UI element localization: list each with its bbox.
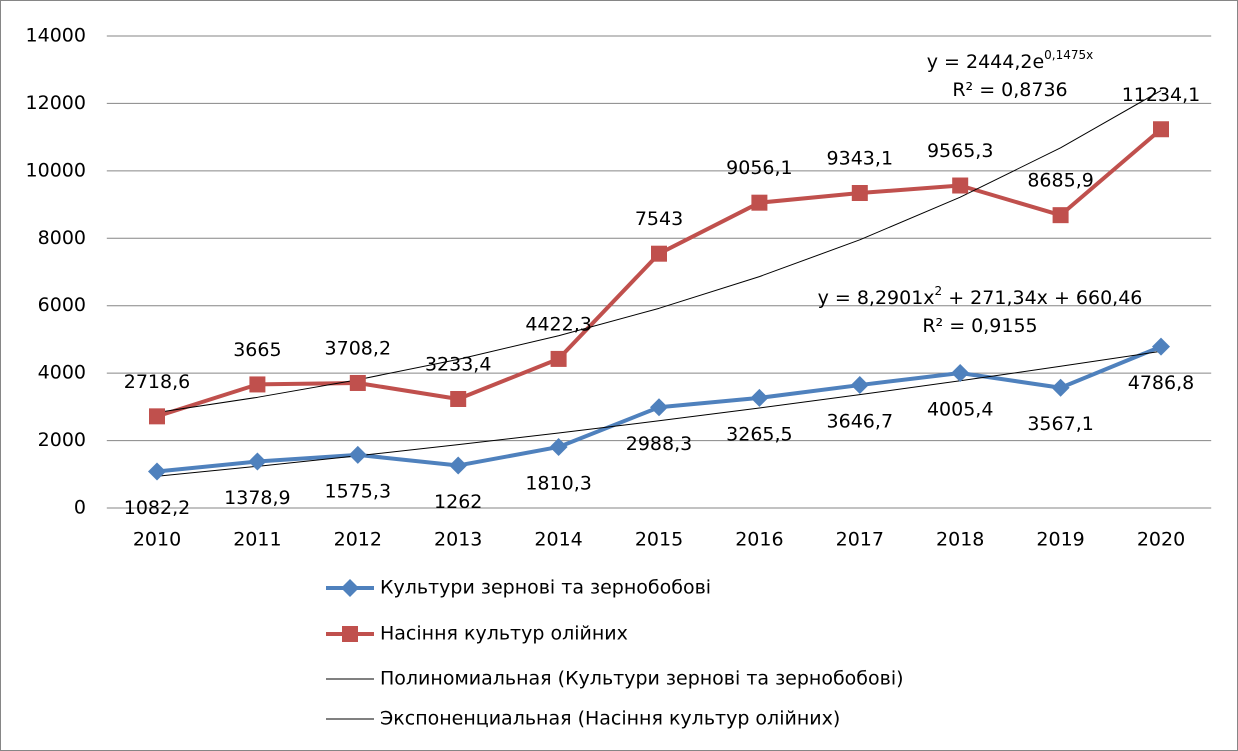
marker: [550, 350, 567, 367]
marker: [1052, 207, 1069, 224]
marker: [1153, 121, 1169, 138]
data-label: 2988,3: [626, 433, 692, 455]
marker: [349, 374, 366, 391]
x-tick-label: 2011: [233, 529, 281, 551]
trendline-equation: y = 8,2901x2 + 271,34x + 660,46: [818, 284, 1143, 309]
data-label: 4005,4: [927, 398, 993, 420]
x-tick-label: 2012: [334, 529, 382, 551]
x-tick-label: 2013: [434, 529, 482, 551]
y-tick-label: 14000: [26, 25, 86, 47]
data-label: 1575,3: [325, 480, 391, 502]
marker: [449, 456, 468, 475]
trendline-equation: y = 2444,2e0,1475x: [927, 48, 1094, 73]
data-label: 1378,9: [224, 487, 290, 509]
marker: [650, 398, 668, 417]
marker: [851, 185, 868, 202]
x-tick-label: 2014: [534, 529, 582, 551]
marker: [850, 376, 869, 395]
equation-part: R² = 0,9155: [922, 315, 1037, 337]
trendline: [156, 350, 1162, 477]
y-tick-label: 6000: [38, 294, 86, 316]
x-tick-label: 2019: [1036, 529, 1084, 551]
equation-part: y = 8,2901x: [818, 287, 935, 309]
marker: [651, 245, 667, 262]
data-label: 3233,4: [425, 353, 491, 375]
data-label: 7543: [635, 208, 683, 230]
data-label: 8685,9: [1027, 170, 1093, 192]
data-label: 3567,1: [1027, 413, 1093, 435]
marker: [1051, 378, 1070, 397]
data-label: 3708,2: [325, 337, 391, 359]
marker: [750, 388, 769, 407]
marker: [549, 437, 568, 456]
equation-part: 0,1475x: [1044, 48, 1093, 62]
marker: [751, 194, 768, 211]
marker: [348, 445, 367, 464]
y-tick-label: 0: [74, 497, 86, 519]
trendline-equation: R² = 0,8736: [952, 79, 1067, 101]
marker: [1152, 337, 1170, 356]
data-label: 9565,3: [927, 140, 993, 162]
legend-label: Полиномиальная (Культури зернові та зерн…: [380, 668, 904, 690]
marker: [249, 376, 266, 393]
y-tick-label: 8000: [38, 227, 86, 249]
marker: [149, 408, 165, 425]
data-label: 3646,7: [827, 411, 893, 433]
x-tick-label: 2015: [635, 529, 683, 551]
equation-part: y = 2444,2e: [927, 51, 1044, 73]
x-tick-label: 2017: [836, 529, 884, 551]
data-label: 4786,8: [1128, 372, 1194, 394]
data-label: 9056,1: [726, 157, 792, 179]
legend-label: Экспоненциальная (Насіння культур олійни…: [380, 708, 840, 730]
marker: [450, 390, 467, 407]
legend-label: Насіння культур олійних: [380, 623, 628, 645]
x-tick-label: 2020: [1137, 529, 1185, 551]
y-tick-label: 12000: [26, 92, 86, 114]
marker: [148, 462, 166, 481]
trendline-equation: R² = 0,9155: [922, 315, 1037, 337]
y-tick-label: 4000: [38, 362, 86, 384]
equation-part: 2: [935, 284, 943, 298]
marker: [341, 579, 359, 597]
data-label: 3665: [233, 339, 281, 361]
legend-entry: Полиномиальная (Культури зернові та зерн…: [326, 668, 904, 690]
legend-entry: Насіння культур олійних: [326, 623, 628, 645]
marker: [342, 626, 358, 642]
trendline: [156, 90, 1162, 413]
y-tick-label: 2000: [38, 429, 86, 451]
legend-entry: Экспоненциальная (Насіння культур олійни…: [326, 708, 840, 730]
marker: [248, 452, 267, 471]
marker: [952, 177, 969, 194]
data-label: 4422,3: [525, 313, 591, 335]
data-label: 2718,6: [124, 371, 190, 393]
legend-label: Культури зернові та зернобобові: [380, 577, 711, 599]
y-tick-label: 10000: [26, 159, 86, 181]
data-label: 1082,2: [124, 497, 190, 519]
data-label: 3265,5: [726, 423, 792, 445]
legend-entry: Культури зернові та зернобобові: [326, 577, 711, 599]
data-label: 1810,3: [525, 472, 591, 494]
equation-part: R² = 0,8736: [952, 79, 1067, 101]
data-label: 1262: [434, 491, 482, 513]
data-label: 11234,1: [1122, 84, 1201, 106]
marker: [951, 363, 970, 382]
x-tick-label: 2016: [735, 529, 783, 551]
x-tick-label: 2018: [936, 529, 984, 551]
data-label: 9343,1: [827, 148, 893, 170]
equation-part: + 271,34x + 660,46: [942, 287, 1142, 309]
x-tick-label: 2010: [133, 529, 181, 551]
